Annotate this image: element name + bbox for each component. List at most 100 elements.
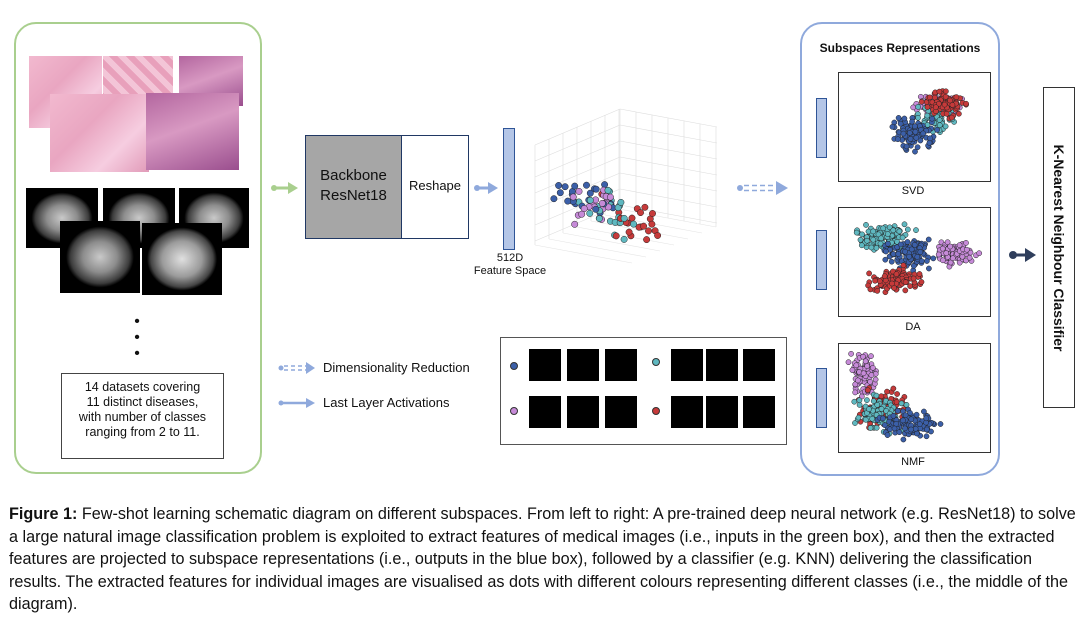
scatter-point — [648, 220, 656, 228]
example-mri — [605, 349, 637, 381]
scatter-point — [564, 197, 572, 205]
scatter-point — [630, 220, 638, 228]
scatter-point — [878, 235, 884, 242]
scatter-point — [640, 222, 648, 230]
scatter-point — [889, 280, 895, 287]
scatter-point — [893, 271, 900, 277]
scatter-point — [963, 100, 969, 107]
scatter-point — [902, 279, 909, 286]
scatter-point — [881, 422, 888, 428]
scatter-point — [873, 245, 880, 251]
grid-line — [534, 140, 621, 178]
scatter-point — [643, 236, 651, 244]
scatter-point — [906, 253, 913, 260]
scatter-point — [890, 227, 897, 234]
example-mri — [567, 349, 599, 381]
scatter-point — [956, 110, 962, 117]
example-mri — [706, 349, 738, 381]
scatter-point — [884, 231, 891, 237]
ellipsis-dots: • • • — [134, 313, 140, 362]
scatter-point — [903, 143, 910, 150]
scatter-point — [913, 411, 920, 418]
desc-line: with number of classes — [78, 410, 207, 424]
connector-arrows — [271, 181, 1036, 408]
scatter-point — [895, 115, 902, 121]
scatter-point — [575, 187, 583, 195]
scatter-point — [873, 424, 880, 431]
input-images-box — [14, 22, 262, 474]
scatter-point — [849, 367, 856, 373]
svd-scatter-plot — [838, 72, 991, 182]
scatter-point — [601, 181, 609, 189]
scatter-point — [894, 407, 901, 414]
scatter-point — [852, 389, 859, 396]
scatter-point — [864, 363, 870, 369]
scatter-point — [882, 256, 889, 263]
mri-image — [142, 223, 222, 295]
scatter-point — [860, 353, 866, 360]
scatter-point — [586, 189, 594, 197]
scatter-point — [918, 98, 925, 105]
scatter-point — [916, 271, 923, 277]
example-mri — [743, 349, 775, 381]
histology-image — [50, 94, 149, 172]
class-dot-2 — [652, 358, 660, 366]
scatter-point — [896, 429, 903, 436]
scatter-point — [918, 279, 925, 285]
scatter-point — [894, 391, 900, 397]
scatter-point — [550, 195, 558, 203]
scatter-point — [878, 393, 885, 400]
scatter-point — [853, 362, 860, 369]
scatter-point — [963, 240, 969, 246]
scatter-point — [947, 97, 953, 104]
scatter-point — [940, 257, 946, 264]
scatter-point — [947, 259, 954, 266]
scatter-point — [855, 414, 862, 421]
datasets-description: 14 datasets covering 11 distinct disease… — [61, 373, 224, 459]
knn-classifier-block: K-Nearest Neighbour Classifier — [1043, 87, 1075, 408]
scatter-point — [889, 123, 896, 130]
backbone-model: ResNet18 — [320, 187, 387, 204]
grid-line — [619, 140, 718, 160]
scatter-point — [917, 137, 924, 144]
scatter-point — [872, 277, 878, 284]
scatter-point — [947, 243, 954, 250]
scatter-point — [852, 381, 859, 388]
scatter-point — [899, 234, 906, 241]
grid-line — [619, 124, 718, 144]
scatter-point — [897, 120, 904, 127]
scatter-point — [896, 228, 903, 235]
scatter-point — [937, 421, 944, 427]
scatter-point — [926, 265, 932, 272]
scatter-point — [870, 228, 877, 235]
example-mri — [529, 349, 561, 381]
scatter-point — [864, 237, 870, 244]
grid-line — [534, 124, 621, 162]
scatter-point — [911, 242, 918, 248]
scatter-point — [863, 222, 869, 228]
scatter-point — [915, 114, 921, 121]
da-scatter-plot — [838, 207, 991, 317]
scatter-point — [910, 104, 917, 111]
nmf-vector-bar — [816, 368, 827, 428]
scatter-point — [620, 235, 628, 243]
scatter-point — [878, 406, 885, 412]
scatter-point — [927, 135, 933, 142]
scatter-point — [862, 416, 869, 423]
scatter-point — [845, 359, 852, 366]
feature-scatter-3d — [534, 108, 718, 264]
blue-arrow — [474, 182, 498, 194]
scatter-point — [880, 225, 887, 232]
scatter-point — [637, 209, 644, 217]
scatter-point — [890, 385, 897, 392]
scatter-point — [893, 399, 900, 405]
scatter-point — [900, 262, 907, 269]
scatter-point — [857, 236, 864, 243]
scatter-point — [939, 245, 946, 252]
scatter-point — [870, 398, 877, 404]
grid-line — [619, 188, 718, 208]
scatter-point — [910, 263, 917, 269]
caption-text: Few-shot learning schematic diagram on d… — [9, 505, 1076, 613]
scatter-point — [891, 425, 898, 432]
grid-line — [576, 226, 675, 246]
